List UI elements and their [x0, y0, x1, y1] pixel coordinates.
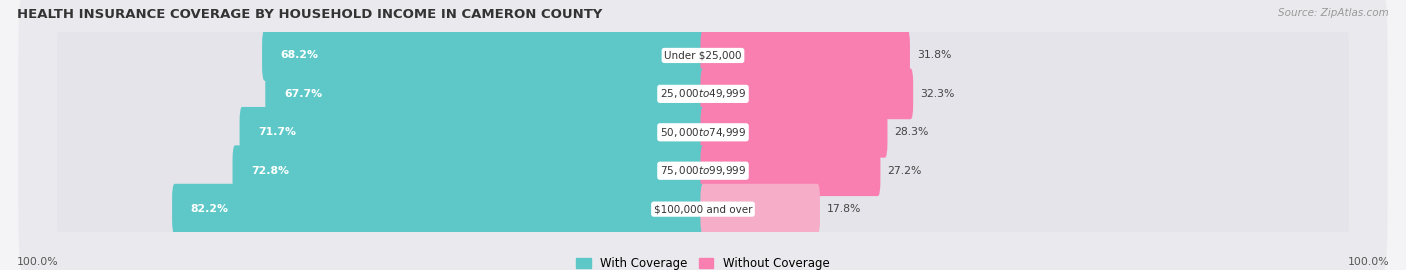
FancyBboxPatch shape — [700, 69, 912, 119]
FancyBboxPatch shape — [700, 145, 880, 196]
FancyBboxPatch shape — [18, 58, 1388, 207]
Text: HEALTH INSURANCE COVERAGE BY HOUSEHOLD INCOME IN CAMERON COUNTY: HEALTH INSURANCE COVERAGE BY HOUSEHOLD I… — [17, 8, 602, 21]
FancyBboxPatch shape — [18, 20, 1388, 168]
FancyBboxPatch shape — [18, 97, 1388, 245]
Text: 31.8%: 31.8% — [917, 50, 952, 60]
Text: 72.8%: 72.8% — [252, 166, 290, 176]
Text: $50,000 to $74,999: $50,000 to $74,999 — [659, 126, 747, 139]
FancyBboxPatch shape — [232, 145, 706, 196]
FancyBboxPatch shape — [18, 135, 1388, 270]
Text: 100.0%: 100.0% — [17, 257, 59, 267]
FancyBboxPatch shape — [58, 65, 706, 123]
Text: Source: ZipAtlas.com: Source: ZipAtlas.com — [1278, 8, 1389, 18]
FancyBboxPatch shape — [58, 103, 706, 161]
Legend: With Coverage, Without Coverage: With Coverage, Without Coverage — [576, 257, 830, 270]
FancyBboxPatch shape — [700, 26, 1348, 85]
Text: 67.7%: 67.7% — [284, 89, 322, 99]
Text: $25,000 to $49,999: $25,000 to $49,999 — [659, 87, 747, 100]
Text: 71.7%: 71.7% — [259, 127, 297, 137]
FancyBboxPatch shape — [700, 65, 1348, 123]
Text: $75,000 to $99,999: $75,000 to $99,999 — [659, 164, 747, 177]
Text: 27.2%: 27.2% — [887, 166, 922, 176]
FancyBboxPatch shape — [262, 30, 706, 81]
Text: 100.0%: 100.0% — [1347, 257, 1389, 267]
FancyBboxPatch shape — [18, 0, 1388, 130]
FancyBboxPatch shape — [700, 141, 1348, 200]
FancyBboxPatch shape — [700, 184, 820, 235]
Text: 82.2%: 82.2% — [191, 204, 229, 214]
FancyBboxPatch shape — [58, 26, 706, 85]
Text: 17.8%: 17.8% — [827, 204, 862, 214]
FancyBboxPatch shape — [700, 180, 1348, 238]
Text: 32.3%: 32.3% — [921, 89, 955, 99]
Text: $100,000 and over: $100,000 and over — [654, 204, 752, 214]
FancyBboxPatch shape — [266, 69, 706, 119]
FancyBboxPatch shape — [172, 184, 706, 235]
Text: Under $25,000: Under $25,000 — [664, 50, 742, 60]
FancyBboxPatch shape — [58, 141, 706, 200]
FancyBboxPatch shape — [700, 30, 910, 81]
FancyBboxPatch shape — [700, 103, 1348, 161]
Text: 68.2%: 68.2% — [281, 50, 319, 60]
Text: 28.3%: 28.3% — [894, 127, 929, 137]
FancyBboxPatch shape — [239, 107, 706, 158]
FancyBboxPatch shape — [700, 107, 887, 158]
FancyBboxPatch shape — [58, 180, 706, 238]
